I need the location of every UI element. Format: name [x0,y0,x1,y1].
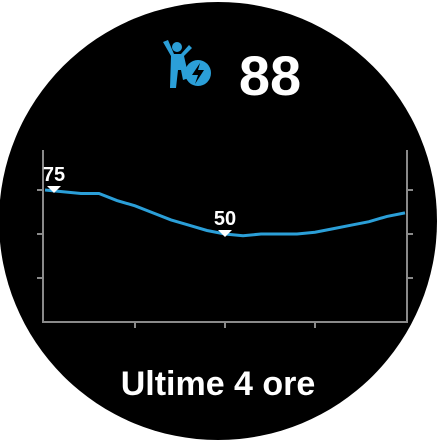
annotation-marker [218,230,232,237]
body-battery-icon [163,40,211,88]
annotation-marker [47,186,61,193]
plot: 75 50 [43,164,406,238]
battery-value: 88 [239,44,301,107]
axes [37,150,413,328]
annotation-label: 75 [43,164,65,186]
period-label: Ultime 4 ore [121,365,316,403]
annotation-label: 50 [214,208,236,230]
